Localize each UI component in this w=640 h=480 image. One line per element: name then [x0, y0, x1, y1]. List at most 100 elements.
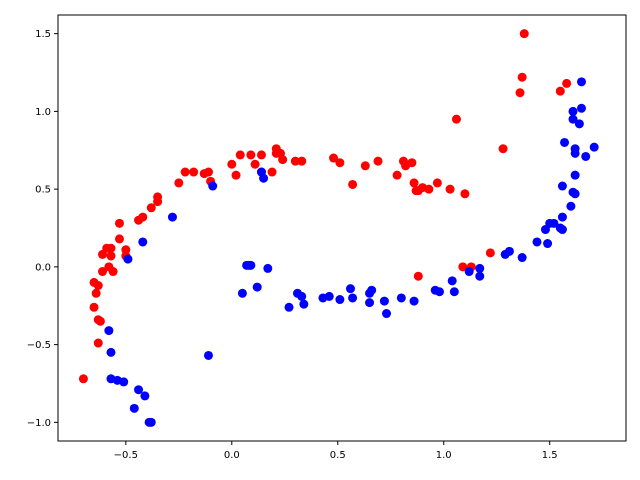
data-point	[449, 287, 459, 297]
y-axis: −1.0 −0.5 0.0 0.5 1.0 1.5	[27, 29, 58, 429]
data-point	[335, 158, 345, 168]
y-tick-label: 1.5	[35, 29, 51, 40]
data-point	[284, 302, 294, 312]
data-point	[138, 212, 148, 222]
data-point	[557, 181, 567, 191]
y-tick-label: −1.0	[27, 418, 51, 429]
data-point	[121, 245, 131, 255]
data-point	[263, 263, 273, 273]
data-point	[278, 155, 288, 165]
data-point	[570, 189, 580, 199]
data-point	[335, 295, 345, 305]
data-point	[108, 267, 118, 277]
data-point	[576, 77, 586, 87]
data-point	[475, 271, 485, 281]
data-point	[256, 150, 266, 160]
data-point	[409, 178, 419, 188]
data-point	[231, 170, 241, 180]
data-point	[106, 243, 116, 253]
y-tick-label: −0.5	[27, 340, 51, 351]
data-point	[114, 218, 124, 228]
data-point	[140, 391, 150, 401]
data-point	[235, 150, 245, 160]
x-tick-label: 1.5	[542, 450, 558, 461]
data-point	[227, 159, 237, 169]
data-point	[345, 284, 355, 294]
data-point	[138, 237, 148, 247]
data-point	[365, 298, 375, 308]
data-point	[543, 239, 553, 249]
data-point	[91, 288, 101, 298]
data-point	[464, 267, 474, 277]
data-point	[267, 167, 277, 177]
y-tick-label: 1.0	[35, 107, 51, 118]
points-layer	[78, 29, 599, 427]
data-point	[93, 338, 103, 348]
data-point	[504, 246, 514, 256]
data-point	[562, 78, 572, 88]
data-point	[549, 218, 559, 228]
data-point	[290, 156, 300, 166]
data-point	[568, 114, 578, 124]
data-point	[413, 271, 423, 281]
x-axis: −0.5 0.0 0.5 1.0 1.5	[114, 441, 558, 461]
data-point	[93, 281, 103, 291]
data-point	[424, 184, 434, 194]
data-point	[123, 254, 133, 264]
plot-frame	[57, 14, 627, 442]
data-point	[517, 72, 527, 82]
data-point	[407, 158, 417, 168]
data-point	[409, 296, 419, 306]
data-point	[208, 181, 218, 191]
data-point	[560, 137, 570, 147]
data-point	[324, 291, 334, 301]
data-point	[589, 142, 599, 152]
data-point	[174, 178, 184, 188]
data-point	[106, 347, 116, 357]
data-point	[498, 144, 508, 154]
data-point	[297, 156, 307, 166]
data-point	[367, 285, 377, 295]
data-point	[566, 201, 576, 211]
data-point	[129, 403, 139, 413]
data-point	[106, 251, 116, 261]
data-point	[451, 114, 461, 124]
data-point	[434, 287, 444, 297]
data-point	[568, 106, 578, 116]
data-point	[517, 253, 527, 263]
data-point	[570, 170, 580, 180]
data-point	[246, 150, 256, 160]
data-point	[167, 212, 177, 222]
x-tick-label: −0.5	[114, 450, 138, 461]
data-point	[93, 315, 103, 325]
data-point	[98, 267, 108, 277]
data-point	[485, 248, 495, 258]
data-point	[134, 385, 144, 395]
y-tick-label: 0.5	[35, 185, 51, 196]
data-point	[348, 293, 358, 303]
data-point	[445, 184, 455, 194]
data-point	[146, 203, 156, 213]
data-point	[203, 350, 213, 360]
data-point	[104, 326, 114, 336]
data-point	[373, 156, 383, 166]
data-point	[299, 299, 309, 309]
data-point	[532, 237, 542, 247]
data-point	[396, 293, 406, 303]
data-point	[144, 417, 154, 427]
data-point	[246, 260, 256, 270]
data-point	[475, 263, 485, 273]
data-point	[382, 309, 392, 319]
data-point	[379, 296, 389, 306]
data-point	[447, 276, 457, 286]
data-point	[348, 179, 358, 189]
data-point	[180, 167, 190, 177]
data-point	[555, 86, 565, 96]
x-tick-label: 1.0	[436, 450, 452, 461]
x-tick-label: 0.5	[330, 450, 346, 461]
data-point	[557, 212, 567, 222]
data-point	[237, 288, 247, 298]
data-point	[574, 119, 584, 129]
